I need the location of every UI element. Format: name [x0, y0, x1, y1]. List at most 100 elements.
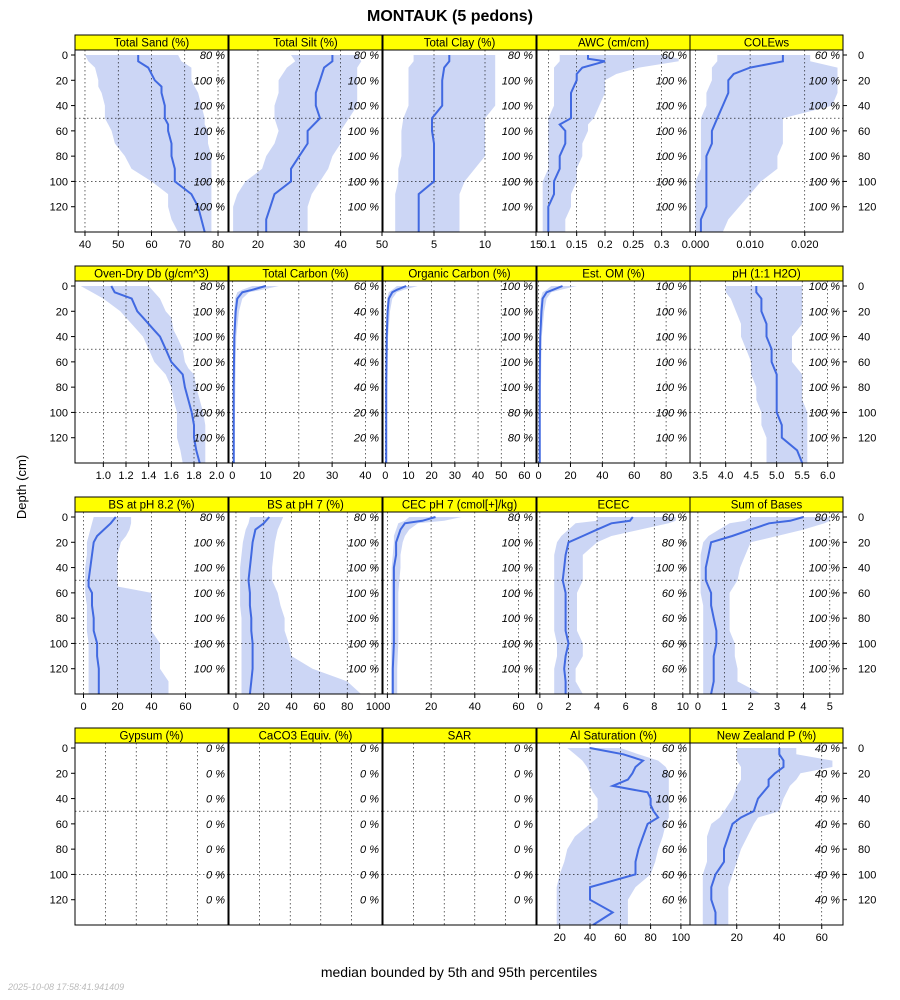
x-tick-label: 40	[359, 470, 371, 482]
x-tick-label: 40	[773, 932, 785, 944]
x-tick-label: 0.020	[791, 239, 819, 251]
pct-label: 100 %	[348, 101, 379, 113]
panel-border	[382, 742, 537, 926]
y-tick-label: 40	[858, 332, 870, 344]
y-tick-label: 20	[858, 306, 870, 318]
y-tick-label: 60	[56, 357, 68, 369]
panel-title: ECEC	[598, 500, 630, 512]
pct-label: 100 %	[809, 151, 840, 163]
x-tick-label: 5.0	[769, 470, 784, 482]
y-tick-label: 60	[858, 819, 870, 831]
pct-label: 100 %	[348, 126, 379, 138]
x-tick-label: 0.25	[623, 239, 644, 251]
pct-label: 0 %	[514, 895, 533, 907]
pct-label: 100 %	[502, 176, 533, 188]
pct-label: 100 %	[809, 664, 840, 676]
y-tick-label: 100	[50, 869, 68, 881]
x-axis-label: median bounded by 5th and 95th percentil…	[321, 964, 597, 980]
percentile-band	[233, 286, 279, 463]
median-line	[391, 516, 436, 694]
median-line	[704, 516, 804, 694]
x-tick-label: 50	[495, 470, 507, 482]
x-tick-label: 10	[402, 470, 414, 482]
pct-label: 100 %	[809, 101, 840, 113]
panel-plot-area: 60 % 40 % 40 % 40 % 40 % 20 % 20 %	[229, 281, 382, 463]
panel-border	[74, 280, 229, 464]
y-tick-label: 40	[56, 794, 68, 806]
pct-label: 100 %	[502, 101, 533, 113]
pct-label: 0 %	[360, 819, 379, 831]
y-tick-label: 40	[858, 794, 870, 806]
pct-label: 100 %	[656, 281, 687, 293]
pct-label: 100 %	[502, 202, 533, 214]
y-tick-label: 0	[858, 512, 864, 524]
x-tick-label: 0	[233, 701, 239, 713]
x-tick-label: 5	[827, 701, 833, 713]
panel-border	[228, 280, 383, 464]
x-tick-label: 3	[774, 701, 780, 713]
pct-label: 100 %	[502, 382, 533, 394]
panel-title: New Zealand P (%)	[717, 731, 817, 743]
x-tick-label: 1.0	[96, 470, 111, 482]
percentile-band	[80, 286, 206, 463]
y-tick-label: 100	[50, 176, 68, 188]
pct-label: 80 %	[200, 50, 225, 62]
x-tick-label: 6.0	[820, 470, 835, 482]
panel-title: AWC (cm/cm)	[578, 38, 649, 50]
pct-label: 100 %	[194, 563, 225, 575]
median-line	[232, 285, 266, 463]
pct-label: 80 %	[508, 50, 533, 62]
x-tick-label: 0.010	[736, 239, 764, 251]
x-tick-label: 40	[79, 239, 91, 251]
y-tick-label: 0	[858, 281, 864, 293]
pct-label: 40 %	[815, 819, 840, 831]
panel-sum-of-bases: Sum of Bases 80 % 100 % 100 % 100 % 100 % 100 …	[689, 496, 876, 713]
x-tick-label: 20	[564, 470, 576, 482]
pct-label: 100 %	[194, 101, 225, 113]
pct-label: 100 %	[348, 588, 379, 600]
x-tick-label: 0.3	[654, 239, 669, 251]
pct-label: 60 %	[662, 664, 687, 676]
panel-title: Oven-Dry Db (g/cm^3)	[94, 269, 209, 281]
x-tick-label: 80	[644, 932, 656, 944]
chart-title: MONTAUK (5 pedons)	[367, 8, 533, 25]
panel-bs-at-ph-8-2: BS at pH 8.2 (%) 80 % 100 % 100 % 100 % 100 %…	[50, 496, 229, 713]
y-tick-label: 0	[62, 743, 68, 755]
percentile-band	[725, 286, 808, 463]
pct-label: 60 %	[815, 50, 840, 62]
y-tick-label: 40	[56, 332, 68, 344]
x-tick-label: 60	[313, 701, 325, 713]
x-tick-label: 0.1	[541, 239, 556, 251]
pct-label: 100 %	[502, 75, 533, 87]
pct-label: 40 %	[354, 306, 379, 318]
percentile-band	[85, 517, 169, 694]
pct-label: 80 %	[815, 512, 840, 524]
panel-oven-dry-db-g-cm-3: Oven-Dry Db (g/cm^3)80 % 100 % 100 % 100 % 1…	[50, 265, 229, 482]
pct-label: 100 %	[348, 176, 379, 188]
pct-label: 40 %	[815, 768, 840, 780]
pct-label: 60 %	[662, 588, 687, 600]
pct-label: 100 %	[502, 332, 533, 344]
y-tick-label: 80	[56, 613, 68, 625]
pct-label: 40 %	[354, 332, 379, 344]
pct-label: 20 %	[353, 407, 379, 419]
median-line	[110, 285, 201, 463]
pct-label: 100 %	[656, 176, 687, 188]
pct-label: 80 %	[354, 512, 379, 524]
x-tick-label: 40	[596, 470, 608, 482]
pct-label: 100 %	[194, 75, 225, 87]
pct-label: 100 %	[502, 638, 533, 650]
panel-cec-ph-7-cmol-kg: CEC pH 7 (cmol[+]/kg)80 % 100 % 100 % 100 %…	[382, 496, 537, 713]
y-tick-label: 80	[858, 382, 870, 394]
x-tick-label: 60	[145, 239, 157, 251]
pct-label: 60 %	[662, 50, 687, 62]
pct-label: 0 %	[360, 768, 379, 780]
pct-label: 100 %	[809, 613, 840, 625]
y-tick-label: 100	[858, 176, 876, 188]
percentile-band	[395, 55, 496, 232]
pct-label: 40 %	[815, 869, 840, 881]
pct-label: 80 %	[662, 768, 687, 780]
pct-label: 0 %	[514, 819, 533, 831]
y-tick-label: 120	[858, 202, 876, 214]
panel-plot-area: 100 % 100 % 100 % 100 % 100 % 100 % 100 %	[690, 281, 843, 463]
